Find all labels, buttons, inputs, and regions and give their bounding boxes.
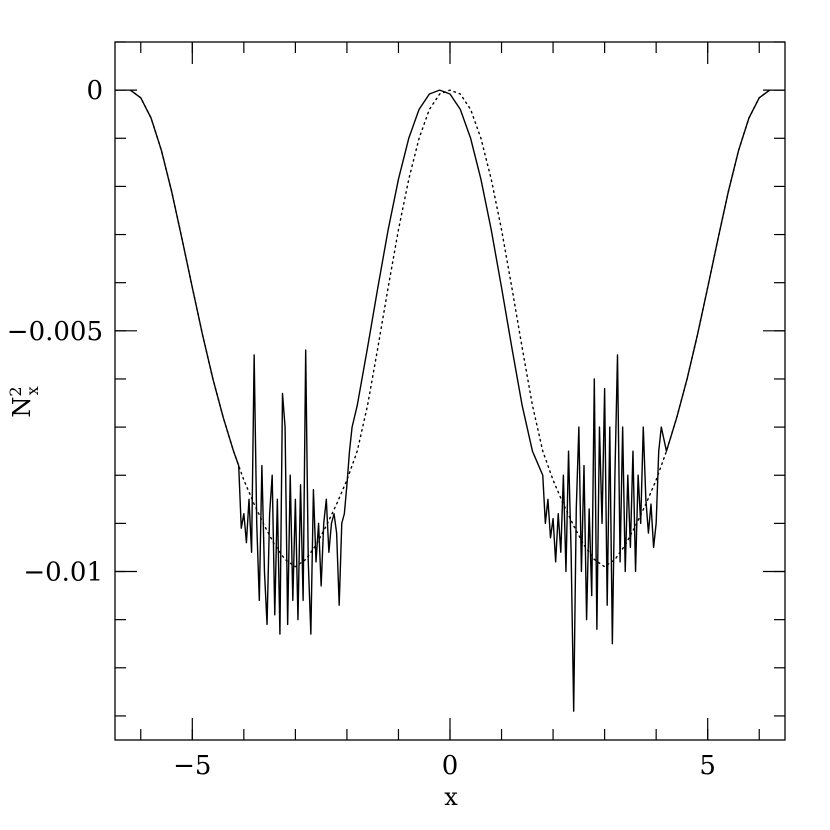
- y-tick-label: −0.01: [23, 558, 103, 588]
- series-dotted-line: [129, 89, 771, 568]
- x-axis-label: x: [444, 783, 458, 811]
- x-tick-label: −5: [173, 751, 211, 781]
- tick-labels: −5 0 5 0 −0.005 −0.01: [7, 76, 716, 781]
- x-tick-label: 0: [442, 751, 459, 781]
- series-layer: [129, 89, 771, 712]
- plot-frame: [114, 41, 786, 741]
- y-tick-label: −0.005: [7, 317, 103, 347]
- x-tick-label: 5: [699, 751, 716, 781]
- y-axis-label-subscript: x: [23, 386, 42, 395]
- y-axis-label: N2x: [6, 386, 42, 417]
- svg-text:N2x: N2x: [6, 386, 42, 417]
- y-axis-label-base: N: [8, 397, 36, 418]
- y-axis-label-superscript: 2: [6, 386, 25, 396]
- major-ticks: [115, 42, 785, 740]
- y-tick-label: 0: [86, 76, 103, 106]
- series-solid-line: [130, 89, 770, 712]
